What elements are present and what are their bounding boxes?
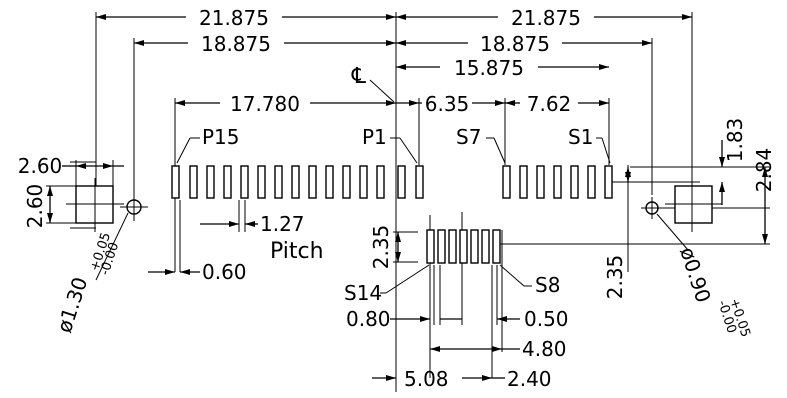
dim-060: 0.60: [202, 260, 247, 284]
dim-17780: 17.780: [230, 92, 300, 116]
hole-right-main: ø0.90: [675, 244, 715, 305]
dim-235-left: 2.35: [369, 225, 393, 270]
label-s1: S1: [568, 125, 593, 149]
pitch-label: Pitch: [270, 239, 324, 264]
dim-21875-left: 21.875: [199, 6, 269, 30]
dim-260-horizontal: 2.60: [18, 154, 63, 178]
hole-left-main: ø1.30: [52, 274, 92, 335]
pin-row-s-lower: [426, 229, 501, 264]
dim-127: 1.27: [260, 212, 305, 236]
label-p15: P15: [202, 125, 240, 149]
dim-080: 0.80: [346, 307, 391, 331]
dim-240: 2.40: [507, 367, 552, 391]
dim-21875-right: 21.875: [511, 6, 581, 30]
centerline-leader: [369, 79, 395, 103]
dim-762: 7.62: [527, 92, 572, 116]
dim-260-vertical: 2.60: [23, 184, 47, 229]
dim-284: 2.84: [752, 148, 776, 193]
centerline-symbol: ℄: [351, 64, 367, 89]
dim-235-right: 2.35: [603, 255, 627, 300]
label-s14: S14: [344, 281, 382, 305]
arrowheads-top: [96, 14, 692, 106]
label-p1: P1: [362, 125, 387, 149]
right-hole-leader: [656, 213, 689, 251]
dim-15875: 15.875: [454, 56, 524, 80]
dim-480: 4.80: [522, 337, 567, 361]
pin-row-s-upper: [502, 165, 613, 199]
pin-row-p: [171, 165, 424, 199]
label-s7: S7: [456, 125, 481, 149]
dim-18875-left: 18.875: [201, 32, 271, 56]
dim-183: 1.83: [723, 118, 747, 163]
dim-050: 0.50: [524, 307, 569, 331]
dim-18875-right: 18.875: [480, 32, 550, 56]
dim-635: 6.35: [425, 92, 470, 116]
dim-508: 5.08: [404, 367, 449, 391]
dim-lines-top: [96, 16, 692, 104]
left-hole-leader: [95, 212, 129, 281]
label-s8: S8: [535, 273, 560, 297]
